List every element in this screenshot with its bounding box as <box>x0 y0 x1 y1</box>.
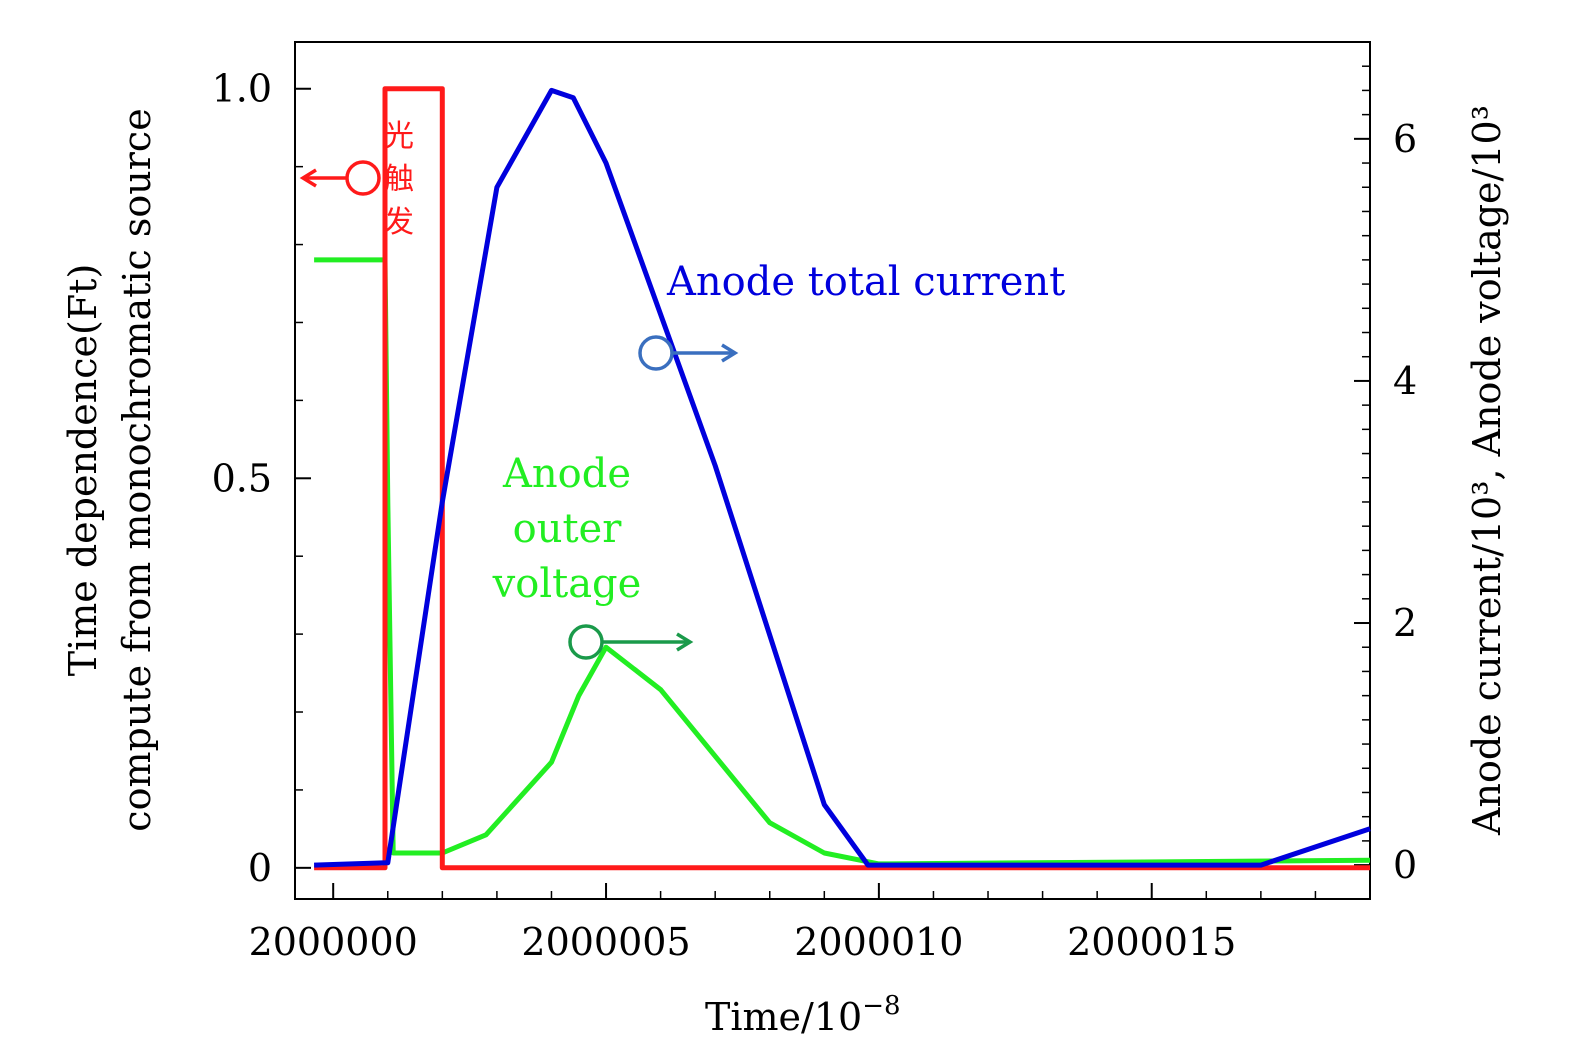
left-axis-title-line-1: Time dependence(Ft) <box>61 264 105 677</box>
left-axis-title-line-2: compute from monochromatic source <box>115 108 159 831</box>
x-tick-label: 2000000 <box>249 920 418 964</box>
voltage-label-line-3: voltage <box>492 561 642 607</box>
x-tick-label: 2000015 <box>1067 920 1236 964</box>
trigger-label-char-2: 触 <box>384 162 414 197</box>
series-line-anode-total-current <box>314 87 1371 868</box>
voltage-label-line-1: Anode <box>502 451 631 497</box>
plot-area-border <box>294 41 1371 900</box>
current-series-label: Anode total current <box>666 259 1065 305</box>
current-marker-circle <box>638 335 674 371</box>
left-tick-label: 0.5 <box>212 456 272 500</box>
x-axis-title-exponent: −8 <box>862 991 900 1021</box>
right-tick-label: 2 <box>1393 601 1417 645</box>
plot-frame <box>294 41 1371 900</box>
trigger-arrow-head <box>299 168 317 188</box>
right-tick-label: 4 <box>1393 359 1417 403</box>
axis-ticks: 2000000 2000005 2000010 2000015 0 0.5 1.0 0 2 4 6 <box>212 65 1417 964</box>
voltage-marker-circle <box>568 624 604 660</box>
right-tick-label: 6 <box>1393 117 1417 161</box>
right-axis-title: Anode current/10³, Anode voltage/10³ <box>1465 105 1509 836</box>
current-arrow-head <box>721 343 739 363</box>
series-line-anode-outer-voltage <box>314 257 1371 867</box>
series-layer <box>314 86 1371 871</box>
x-tick-label: 2000005 <box>521 920 690 964</box>
x-tick-label: 2000010 <box>794 920 963 964</box>
left-tick-label: 1.0 <box>212 67 272 111</box>
series-line-trigger <box>314 86 1370 871</box>
trigger-label-char-3: 发 <box>384 205 414 240</box>
voltage-label-line-2: outer <box>513 506 623 552</box>
right-tick-label: 0 <box>1393 843 1417 887</box>
trigger-label-char-1: 光 <box>384 119 414 154</box>
left-tick-label: 0 <box>248 846 272 890</box>
x-axis-title: Time/10−8 <box>705 991 901 1039</box>
trigger-marker-circle <box>345 160 381 196</box>
annotations: 光 触 发 Anode total current Anode outer vo… <box>299 119 1065 660</box>
voltage-arrow-head <box>676 632 694 652</box>
